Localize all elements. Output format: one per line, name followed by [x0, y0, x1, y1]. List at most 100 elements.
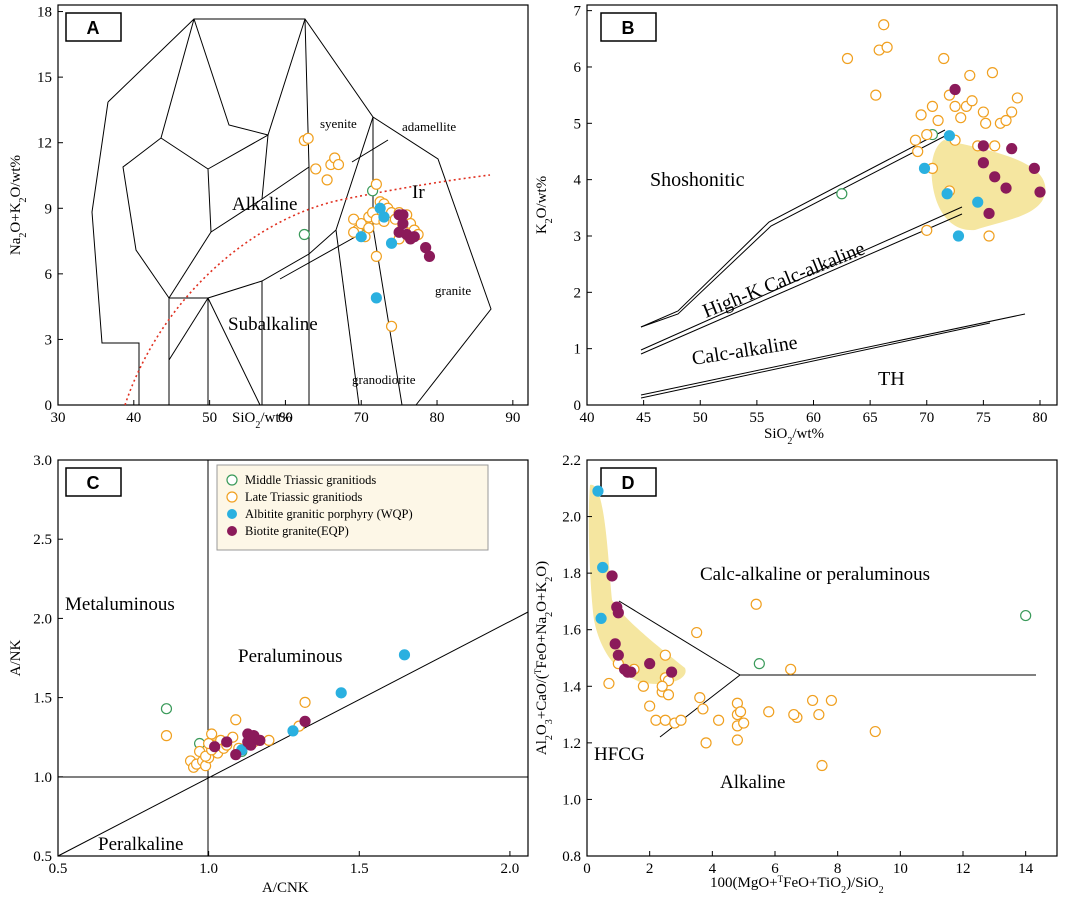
panel-d-ytick-label: 1.6 — [562, 623, 581, 639]
panel-b-point-eqp — [1006, 143, 1018, 155]
panel-a-tag: A — [87, 18, 100, 38]
label-calc-alkaline: Calc-alkaline — [690, 332, 799, 370]
panel-c-point-eqp — [221, 736, 233, 748]
panel-d-ytick-label: 1.8 — [562, 566, 581, 582]
panel-b-point-late-triassic — [878, 19, 890, 31]
panel-b-point-late-triassic — [1000, 114, 1012, 127]
legend-label-middle: Middle Triassic granitiods — [245, 473, 376, 487]
panel-b-ylabel: K2O/wt% — [534, 176, 555, 234]
panel-b-xtick-label: 55 — [749, 410, 764, 426]
panel-b-point-late-triassic — [1006, 106, 1018, 118]
panel-d-point-late-triassic — [788, 708, 800, 721]
panel-b-frame — [586, 4, 1058, 406]
panel-c-xtick-label: 1.5 — [350, 861, 369, 877]
panel-d-tag-box — [600, 467, 657, 497]
panel-b-point-wqp — [972, 196, 984, 208]
panel-a-xtick-label: 80 — [430, 410, 445, 426]
panel-d-xtick-label: 8 — [834, 861, 842, 877]
panel-c-point-wqp — [287, 725, 299, 737]
panel-d-ytick-label: 1.2 — [562, 736, 581, 752]
panel-b-point-late-triassic — [909, 134, 922, 146]
panel-b-point-late-triassic — [938, 52, 950, 65]
panel-b-ytick-label: 5 — [574, 116, 582, 132]
panel-d-point-late-triassic — [816, 759, 828, 772]
panel-c-point-late-triassic — [230, 714, 242, 726]
panel-b-point-middle-triassic — [836, 188, 848, 200]
label-ir: Ir — [412, 182, 425, 203]
panel-b-xtick-label: 60 — [806, 410, 821, 426]
panel-a-point-wqp — [385, 237, 398, 249]
panel-a-xtick-label: 40 — [126, 410, 141, 426]
panel-b-point-eqp — [977, 140, 989, 152]
panel-d-point-late-triassic — [691, 626, 703, 639]
label-subalkaline: Subalkaline — [228, 314, 318, 335]
panel-a-point-wqp — [355, 231, 367, 243]
panel-d-ylabel: Al2O3+CaO/(TFeO+Na2O+K2O) — [533, 561, 555, 755]
panel-b-ytick-label: 0 — [574, 398, 582, 414]
panel-d: D Calc-alkaline or peraluminous HFCG Alk… — [533, 453, 1058, 896]
label-adamellite: adamellite — [402, 119, 456, 134]
panel-a-xtick-label: 60 — [278, 410, 293, 426]
panel-d-point-late-triassic — [813, 708, 825, 721]
panel-b-ytick-label: 3 — [574, 229, 582, 245]
panel-d-point-eqp — [606, 570, 618, 582]
panel-d-xtick-label: 10 — [893, 861, 908, 877]
panel-b: B Shoshonitic High-K Calc-alkaline Calc-… — [534, 4, 1058, 447]
label-alkaline: Alkaline — [232, 194, 297, 215]
panel-b-point-late-triassic — [870, 89, 882, 101]
panel-c-point-wqp — [398, 649, 411, 661]
series-boundaries — [640, 129, 1026, 399]
panel-a-point-eqp — [397, 209, 409, 221]
panel-a-ytick-label: 3 — [45, 332, 53, 348]
label-hfcg: HFCG — [594, 744, 645, 765]
panel-d-point-late-triassic — [697, 703, 709, 715]
panel-b-point-late-triassic — [912, 145, 924, 158]
panel-c-point-late-triassic — [299, 696, 311, 708]
panel-d-point-late-triassic — [750, 598, 762, 610]
panel-a-point-middle-triassic — [298, 228, 310, 241]
panel-c-ytick-label: 1.0 — [33, 770, 52, 786]
panel-d-point-late-triassic — [700, 737, 712, 749]
panel-d-point-middle-triassic — [1020, 609, 1032, 622]
panel-d-point-eqp — [612, 649, 624, 661]
panel-b-point-late-triassic — [841, 52, 854, 65]
panel-a-ytick-label: 9 — [45, 201, 53, 217]
panel-d-point-late-triassic — [738, 717, 750, 729]
legend-marker-middle — [226, 474, 238, 486]
panel-b-point-late-triassic — [966, 95, 978, 107]
panel-b-point-eqp — [989, 171, 1001, 183]
panel-b-point-late-triassic — [977, 106, 989, 118]
panel-d-point-eqp — [609, 638, 621, 650]
panel-d-xlabel: 100(MgO+TFeO+TiO2)/SiO2 — [710, 874, 884, 896]
panel-b-point-eqp — [949, 83, 961, 96]
panel-a-ticks: 30 40 50 60 70 80 90 0 3 6 9 12 15 18 — [37, 5, 520, 426]
panel-b-ytick-label: 7 — [574, 4, 582, 20]
panel-c-tag: C — [87, 473, 100, 493]
panel-d-ytick-label: 2.0 — [562, 510, 581, 526]
panel-c-point-late-triassic — [206, 728, 218, 740]
panel-a-ytick-label: 6 — [45, 267, 53, 283]
panel-c-point-eqp — [209, 741, 221, 753]
label-highk: High-K Calc-alkaline — [700, 237, 868, 322]
panel-b-point-wqp — [918, 162, 931, 174]
panel-a-point-eqp — [408, 231, 420, 243]
panel-d-point-late-triassic — [869, 725, 881, 738]
panel-c-ticks: 0.5 1.0 1.5 2.0 0.5 1.0 1.5 2.0 2.5 3.0 — [33, 453, 519, 877]
panel-d-point-late-triassic — [656, 680, 668, 692]
panel-d-point-late-triassic — [603, 677, 615, 690]
panel-b-xtick-label: 40 — [580, 410, 595, 426]
panel-a-xtick-label: 30 — [51, 410, 66, 426]
panel-d-point-wqp — [597, 561, 609, 574]
panel-c-ytick-label: 1.5 — [33, 691, 52, 707]
label-metaluminous: Metaluminous — [65, 594, 175, 615]
panel-a-point-late-triassic — [321, 174, 333, 186]
legend-box — [216, 464, 489, 551]
panel-b-point-eqp — [983, 207, 995, 220]
panel-d-point-late-triassic — [806, 694, 819, 707]
panel-b-point-late-triassic — [986, 67, 999, 79]
panel-d-point-late-triassic — [675, 714, 687, 726]
panel-b-point-late-triassic — [921, 128, 933, 141]
panel-b-point-late-triassic — [915, 109, 927, 121]
legend-label-late: Late Triassic granitiods — [245, 490, 362, 504]
